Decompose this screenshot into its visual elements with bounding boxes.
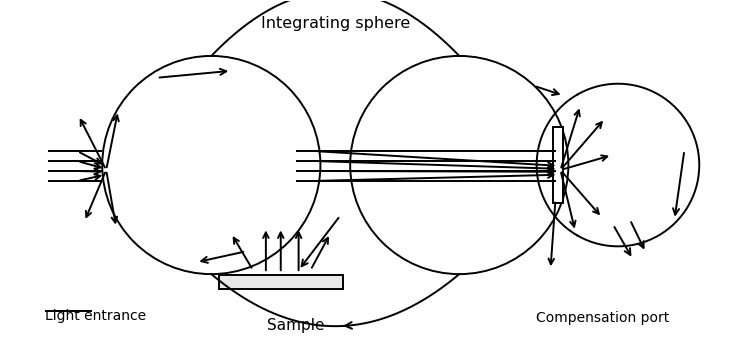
Bar [218, 275, 343, 289]
Bar [554, 127, 563, 203]
Text: Integrating sphere: Integrating sphere [261, 16, 410, 31]
Text: Compensation port: Compensation port [536, 311, 669, 325]
Text: Light entrance: Light entrance [45, 309, 146, 323]
Text: Sample: Sample [267, 318, 325, 333]
